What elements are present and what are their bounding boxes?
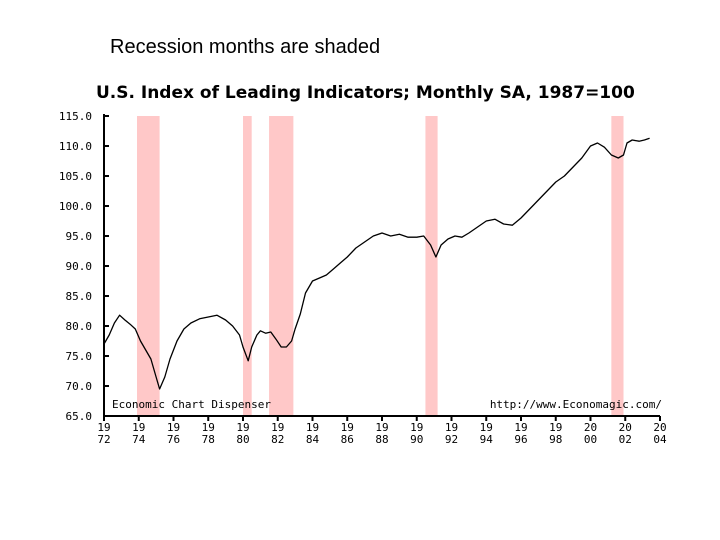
chart-title: U.S. Index of Leading Indicators; Monthl… xyxy=(96,83,635,103)
annotation-left: Economic Chart Dispenser xyxy=(112,398,271,411)
x-tick-label-year: 96 xyxy=(514,433,527,446)
y-tick-label: 80.0 xyxy=(66,320,93,333)
x-tick-label-year: 00 xyxy=(584,433,597,446)
recession-band-0 xyxy=(137,116,160,416)
x-tick-label-century: 19 xyxy=(549,421,562,434)
x-tick-label-century: 19 xyxy=(97,421,110,434)
slide-title: Recession months are shaded xyxy=(110,36,381,58)
recession-band-2 xyxy=(269,116,294,416)
x-tick-label-century: 19 xyxy=(445,421,458,434)
y-tick-label: 100.0 xyxy=(59,200,92,213)
x-tick-label-year: 88 xyxy=(375,433,388,446)
x-tick-label-century: 19 xyxy=(236,421,249,434)
axes: 115.0 110.0 105.0 100.0 95.0 90.0 85.0 80.0 75.0… xyxy=(59,110,667,446)
recession-bands xyxy=(137,116,624,416)
x-tick-label-century: 20 xyxy=(653,421,666,434)
x-tick-label-year: 90 xyxy=(410,433,423,446)
x-tick-label-year: 78 xyxy=(202,433,215,446)
x-tick-label-century: 20 xyxy=(584,421,597,434)
y-tick-label: 65.0 xyxy=(66,410,93,423)
x-tick-label-year: 80 xyxy=(236,433,249,446)
x-tick-label-century: 19 xyxy=(341,421,354,434)
x-tick-label-century: 19 xyxy=(202,421,215,434)
y-tick-label: 90.0 xyxy=(66,260,93,273)
y-tick-label: 105.0 xyxy=(59,170,92,183)
x-tick-label-century: 19 xyxy=(514,421,527,434)
x-tick-label-year: 82 xyxy=(271,433,284,446)
series-line-0 xyxy=(103,137,650,390)
y-tick-label: 95.0 xyxy=(66,230,93,243)
series-line xyxy=(103,137,650,390)
y-tick-label: 115.0 xyxy=(59,110,92,123)
x-tick-label-century: 19 xyxy=(132,421,145,434)
x-tick-label-year: 86 xyxy=(341,433,354,446)
recession-band-4 xyxy=(611,116,624,416)
x-tick-label-year: 94 xyxy=(480,433,494,446)
x-tick-label-year: 04 xyxy=(653,433,667,446)
x-tick-label-year: 98 xyxy=(549,433,562,446)
y-tick-label: 75.0 xyxy=(66,350,93,363)
y-tick-label: 70.0 xyxy=(66,380,93,393)
x-tick-label-century: 20 xyxy=(619,421,632,434)
x-tick-label-year: 74 xyxy=(132,433,146,446)
x-tick-label-century: 19 xyxy=(480,421,493,434)
x-tick-label-year: 02 xyxy=(619,433,632,446)
x-tick-label-year: 84 xyxy=(306,433,320,446)
recession-band-1 xyxy=(243,116,252,416)
recession-band-3 xyxy=(425,116,438,416)
y-tick-label: 85.0 xyxy=(66,290,93,303)
x-tick-label-century: 19 xyxy=(306,421,319,434)
x-tick-label-year: 76 xyxy=(167,433,180,446)
x-tick-label-year: 92 xyxy=(445,433,458,446)
x-tick-label-century: 19 xyxy=(271,421,284,434)
x-tick-label-century: 19 xyxy=(410,421,423,434)
x-tick-label-year: 72 xyxy=(97,433,110,446)
x-tick-label-century: 19 xyxy=(375,421,388,434)
x-tick-label-century: 19 xyxy=(167,421,180,434)
y-tick-label: 110.0 xyxy=(59,140,92,153)
annotation-right: http://www.Economagic.com/ xyxy=(490,398,662,411)
